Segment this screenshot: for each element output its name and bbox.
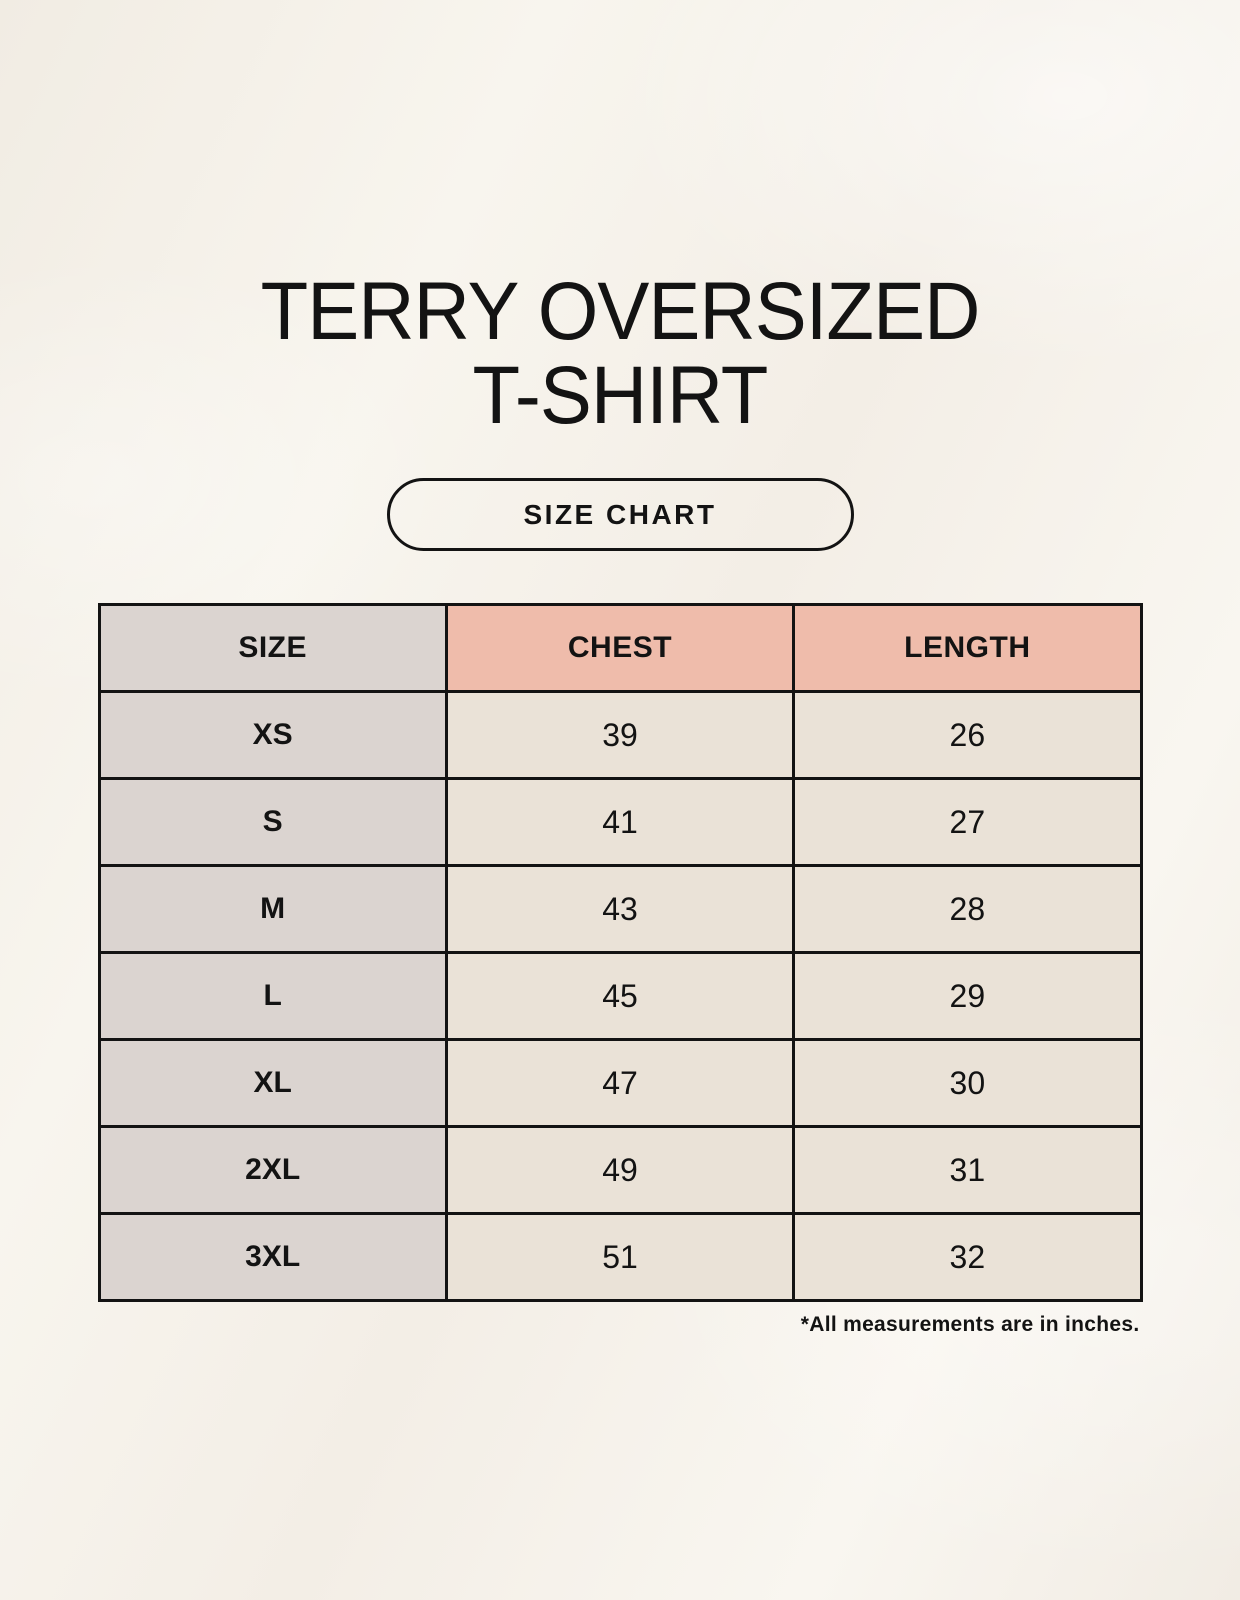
chest-cell: 47 [444,1038,796,1128]
length-cell: 29 [792,951,1143,1041]
table-header-row: SIZE CHEST LENGTH [97,603,1143,693]
column-header-chest: CHEST [444,603,796,693]
length-cell: 31 [792,1125,1143,1215]
table-row: L 45 29 [97,951,1143,1041]
product-title: TERRY OVERSIZED T-SHIRT [31,0,1209,438]
chest-cell: 41 [444,777,796,867]
size-cell: L [97,951,448,1041]
product-title-line1: TERRY OVERSIZED [260,266,981,357]
length-cell: 26 [792,690,1143,780]
table-row: 3XL 51 32 [97,1212,1143,1302]
size-chart-button-label: SIZE CHART [523,498,717,530]
size-cell: 2XL [97,1125,448,1215]
column-header-length: LENGTH [792,603,1143,693]
size-cell: 3XL [97,1212,448,1302]
table-row: S 41 27 [97,777,1143,867]
chest-cell: 51 [444,1212,796,1302]
size-cell: M [97,864,448,954]
size-chart-button[interactable]: SIZE CHART [386,478,854,551]
table-row: XL 47 30 [97,1038,1143,1128]
chest-cell: 45 [444,951,796,1041]
length-cell: 30 [792,1038,1143,1128]
size-cell: XS [97,690,448,780]
size-chart-table: SIZE CHEST LENGTH XS 39 26 S 41 27 M 43 … [97,603,1143,1302]
table-row: XS 39 26 [97,690,1143,780]
chest-cell: 43 [444,864,796,954]
table-row: M 43 28 [97,864,1143,954]
size-cell: XL [97,1038,448,1128]
measurements-note: *All measurements are in inches. [800,1313,1140,1336]
column-header-size: SIZE [97,603,448,693]
length-cell: 28 [792,864,1143,954]
chest-cell: 39 [444,690,796,780]
chest-cell: 49 [444,1125,796,1215]
size-cell: S [97,777,448,867]
table-row: 2XL 49 31 [97,1125,1143,1215]
length-cell: 32 [792,1212,1143,1302]
product-title-line2: T-SHIRT [472,350,769,441]
length-cell: 27 [792,777,1143,867]
